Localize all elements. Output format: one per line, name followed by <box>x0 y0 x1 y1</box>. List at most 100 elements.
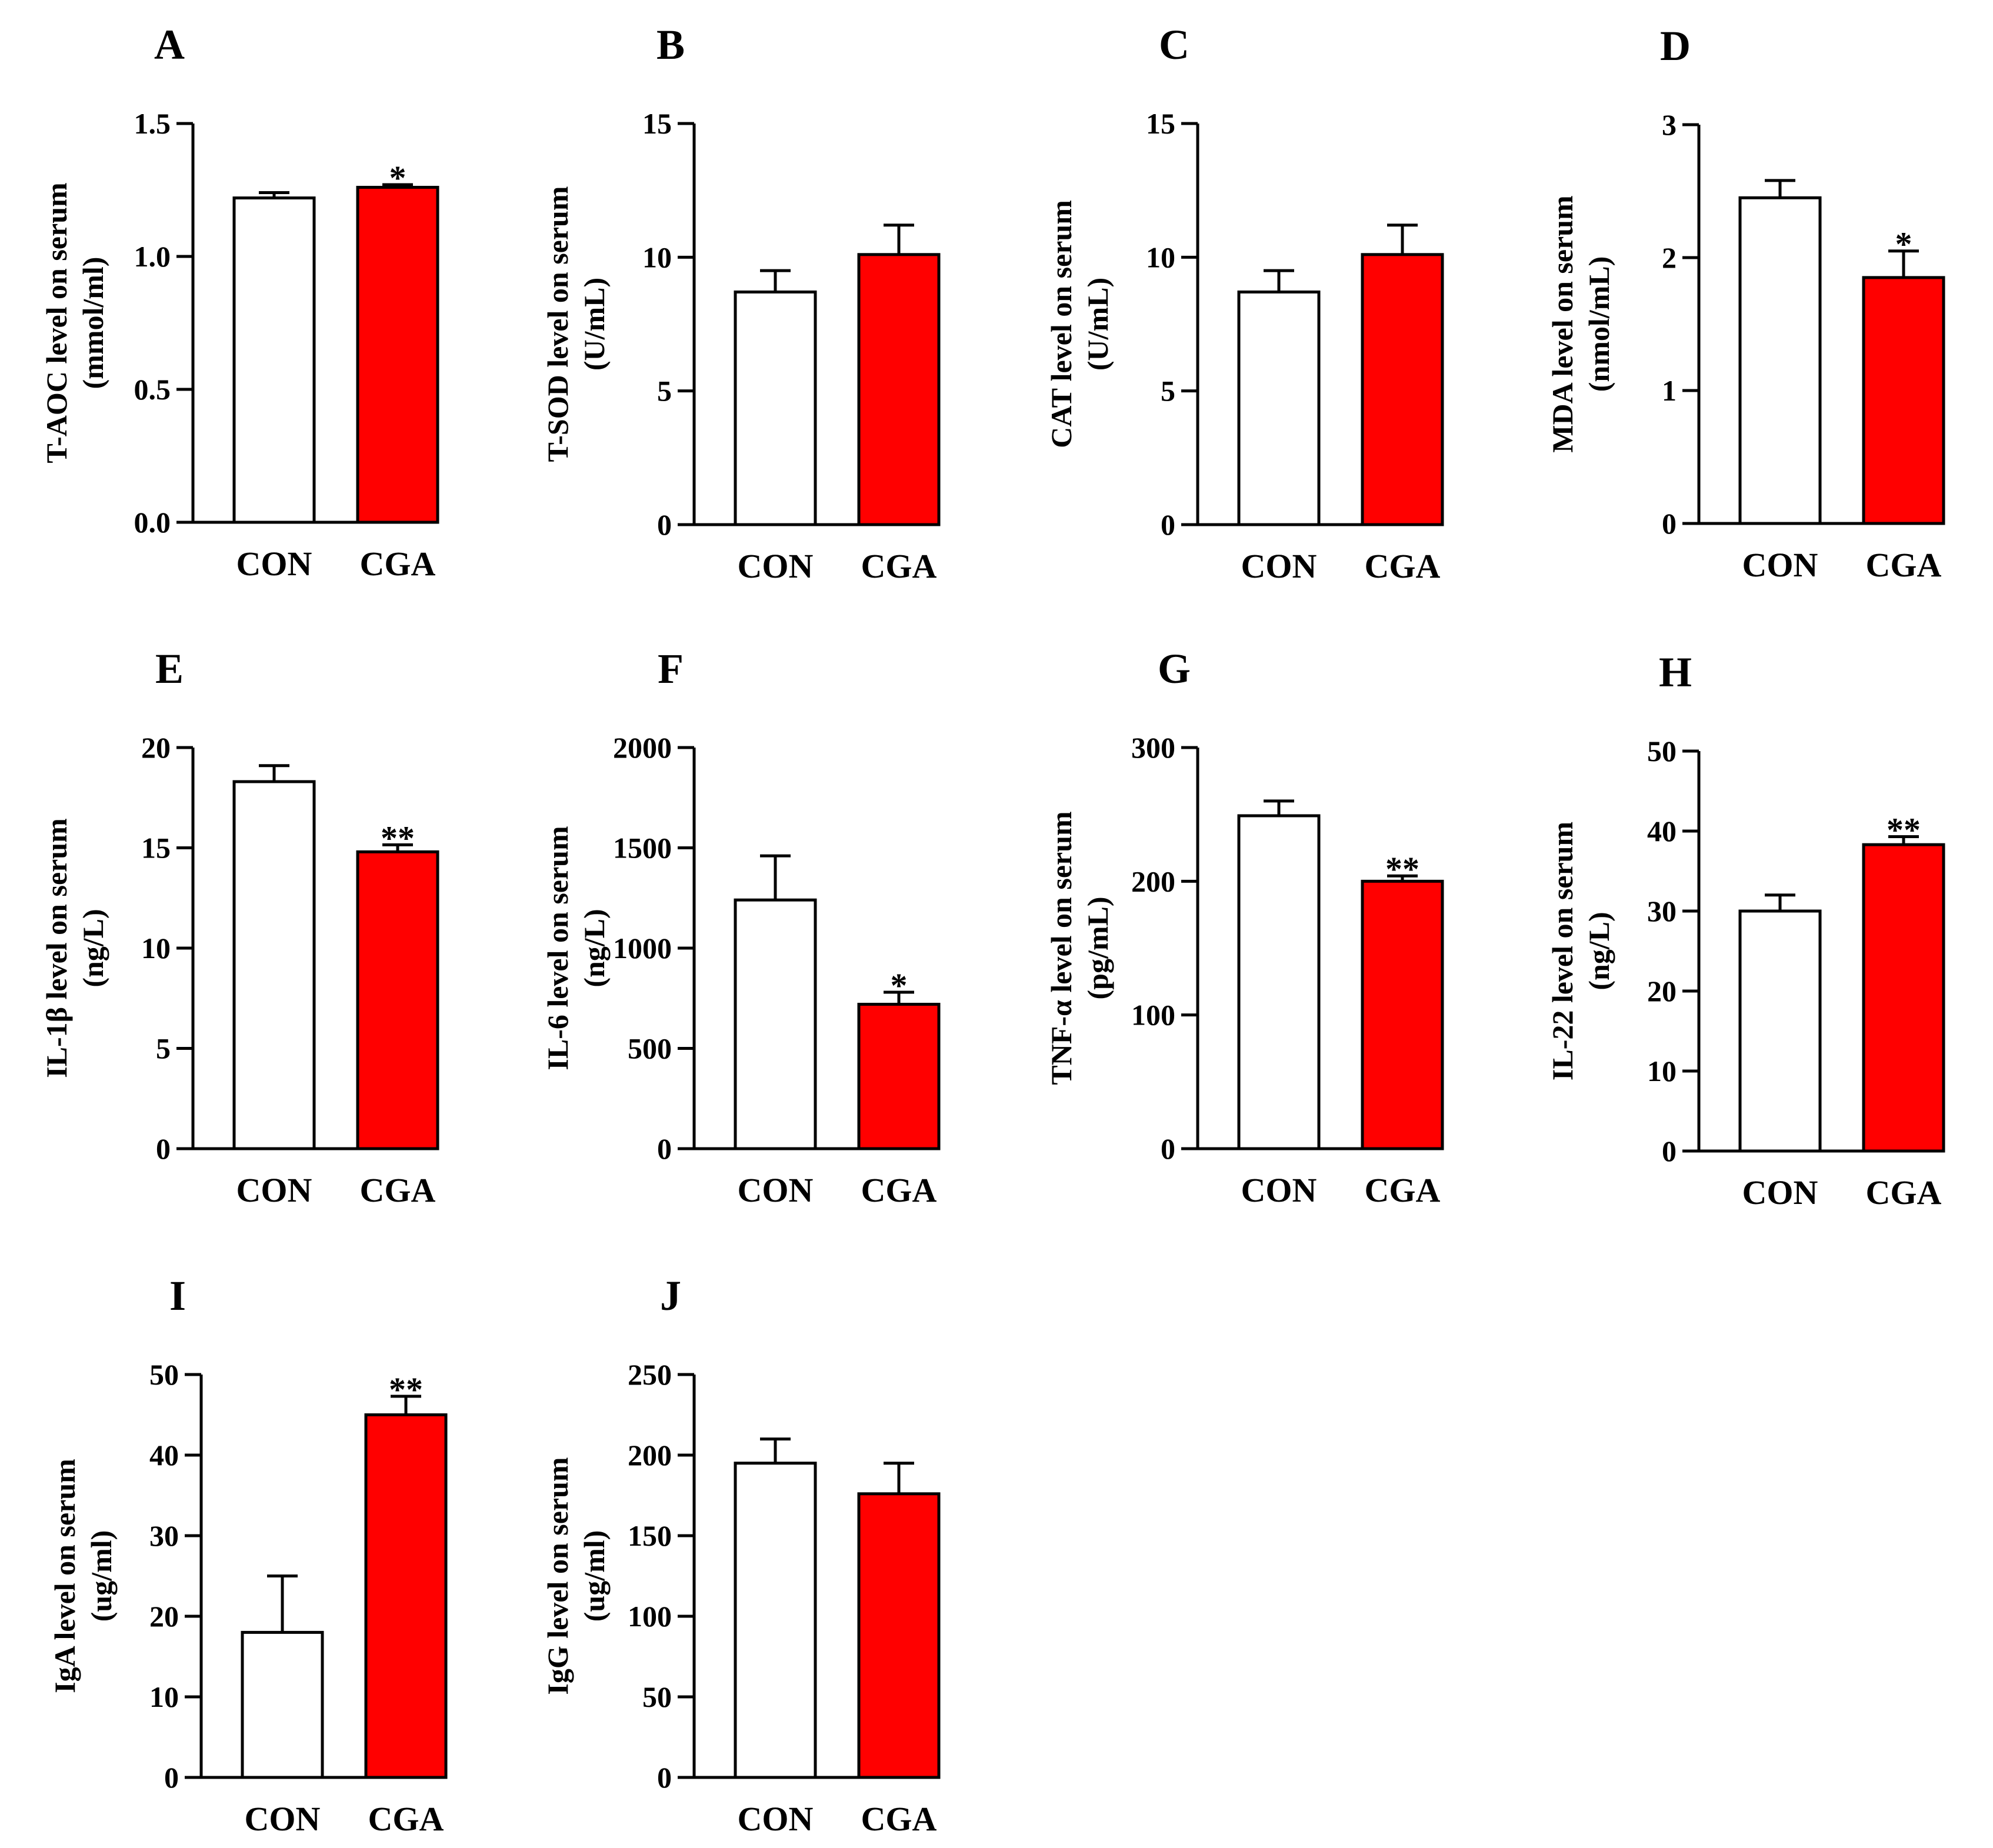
y-tick-label: 0 <box>657 1761 672 1794</box>
y-tick-label: 0 <box>1161 508 1175 541</box>
panel-label-h: H <box>1659 649 1692 696</box>
y-axis-label-line: IL-1β level on serum <box>40 818 73 1078</box>
bar-cga <box>857 253 941 526</box>
bar-con <box>232 196 316 524</box>
y-tick-label: 2 <box>1662 241 1677 274</box>
significance-label: * <box>389 159 406 197</box>
panel-b: B 0 5 10 15 T-SOD level on serum (U/mL) CON CGA <box>541 21 941 585</box>
y-tick-label: 1.5 <box>134 107 171 140</box>
y-tick-label: 30 <box>1647 895 1677 928</box>
category-label-con: CON <box>236 545 312 583</box>
y-tick-label: 30 <box>149 1519 179 1552</box>
y-axis-label: TNF-α level on serum (pg/mL) <box>1045 811 1114 1085</box>
y-axis-label-line: IL-6 level on serum <box>541 826 574 1070</box>
panel-a: A 0.0 0.5 1.0 1.5 T-AOC level on serum (mmol/m… <box>40 21 439 583</box>
y-axis-label-line: (U/mL) <box>578 278 611 371</box>
panel-label-i: I <box>169 1272 186 1319</box>
y-tick-label: 0 <box>156 1132 171 1165</box>
bar-cga <box>1862 843 1945 1153</box>
bar-cga <box>364 1413 448 1779</box>
y-tick-label: 300 <box>1131 731 1175 764</box>
y-axis-label-line: (ng/L) <box>1582 912 1615 990</box>
significance-label: ** <box>381 819 415 857</box>
y-tick-label: 10 <box>642 241 672 273</box>
y-axis-label: IgG level on serum (ug/ml) <box>541 1457 611 1694</box>
y-tick-label: 0.0 <box>134 506 171 539</box>
y-axis-label-line: IL-22 level on serum <box>1546 822 1579 1080</box>
y-tick-label: 3 <box>1662 108 1677 141</box>
panel-c: C 0 5 10 15 CAT level on serum (U/mL) CON CGA <box>1045 21 1444 585</box>
category-label-con: CON <box>738 1800 814 1838</box>
y-axis-label: T-AOC level on serum (mmol/ml) <box>40 182 109 463</box>
y-tick-label: 100 <box>1131 999 1175 1032</box>
panel-h: H 0 10 20 30 40 50 IL-22 level on serum (ng/L) CO… <box>1546 649 1945 1212</box>
bar-cga <box>857 1002 941 1150</box>
y-tick-label: 10 <box>1146 241 1175 273</box>
y-tick-label: 1 <box>1662 374 1677 407</box>
bar-con <box>1738 909 1822 1153</box>
category-label-con: CON <box>1742 1173 1818 1212</box>
category-label-con: CON <box>1241 547 1317 585</box>
y-tick-label: 0.5 <box>134 373 171 406</box>
y-tick-label: 0 <box>1662 507 1677 540</box>
y-tick-label: 0 <box>164 1761 179 1794</box>
y-tick-label: 50 <box>1647 735 1677 768</box>
y-tick-label: 20 <box>141 731 171 764</box>
y-tick-label: 150 <box>628 1519 672 1552</box>
panel-label-a: A <box>154 21 185 68</box>
y-axis-label-line: (nmol/mL) <box>1582 256 1615 392</box>
y-axis-label-line: (ng/L) <box>578 909 611 987</box>
y-axis-label: IL-6 level on serum (ng/L) <box>541 826 611 1070</box>
y-axis-label: T-SOD level on serum (U/mL) <box>541 186 611 462</box>
y-tick-label: 200 <box>628 1439 672 1472</box>
y-tick-label: 250 <box>628 1358 672 1391</box>
y-tick-label: 100 <box>628 1600 672 1633</box>
y-tick-label: 10 <box>149 1680 179 1713</box>
y-axis-label-line: (U/mL) <box>1081 278 1114 371</box>
y-axis-label: MDA level on serum (nmol/mL) <box>1546 195 1615 452</box>
panel-label-f: F <box>658 645 684 692</box>
y-axis-label-line: T-SOD level on serum <box>541 186 574 462</box>
panel-f: F 0 500 1000 1500 2000 IL-6 level on serum (ng/… <box>541 645 941 1209</box>
bar-cga <box>1361 879 1444 1150</box>
panel-d: D 0 1 2 3 MDA level on serum (nmol/mL) CON CGA * <box>1546 22 1945 584</box>
y-tick-label: 0 <box>1662 1135 1677 1167</box>
y-axis-label: IL-1β level on serum (ng/L) <box>40 818 109 1078</box>
panel-label-j: J <box>660 1272 681 1319</box>
panel-e: E 0 5 10 15 20 IL-1β level on serum (ng/L) CON CG… <box>40 645 439 1209</box>
bar-con <box>734 1462 817 1779</box>
panel-label-c: C <box>1159 21 1189 68</box>
y-tick-label: 500 <box>628 1032 672 1065</box>
y-tick-label: 15 <box>642 107 672 140</box>
category-label-cga: CGA <box>360 545 436 583</box>
y-tick-label: 20 <box>149 1600 179 1633</box>
bar-cga <box>356 850 439 1150</box>
y-axis-label-line: TNF-α level on serum <box>1045 811 1078 1085</box>
category-label-con: CON <box>236 1171 312 1209</box>
y-tick-label: 5 <box>657 375 672 408</box>
y-axis-label: IgA level on serum (ug/ml) <box>48 1459 118 1693</box>
bar-con <box>1738 196 1822 525</box>
bar-cga <box>356 185 439 524</box>
category-label-cga: CGA <box>1866 546 1942 584</box>
y-axis-label-line: (ng/L) <box>76 909 109 987</box>
y-axis-label-line: IgG level on serum <box>541 1457 574 1694</box>
y-tick-label: 200 <box>1131 865 1175 898</box>
y-axis-label-line: (ug/ml) <box>85 1530 118 1622</box>
category-label-con: CON <box>1742 546 1818 584</box>
y-axis-label-line: (ug/ml) <box>578 1530 611 1622</box>
panel-label-b: B <box>656 21 685 68</box>
y-tick-label: 15 <box>1146 107 1175 140</box>
y-axis-label-line: MDA level on serum <box>1546 195 1579 452</box>
bar-con <box>734 290 817 526</box>
y-tick-label: 1.0 <box>134 240 171 273</box>
y-tick-label: 1000 <box>613 932 672 965</box>
y-axis-label-line: CAT level on serum <box>1045 200 1078 448</box>
panel-label-g: G <box>1158 645 1191 692</box>
bar-con <box>734 898 817 1150</box>
panel-g: G 0 100 200 300 TNF-α level on serum (pg/mL) CO… <box>1045 645 1444 1209</box>
category-label-cga: CGA <box>1866 1173 1942 1212</box>
significance-label: * <box>1895 225 1912 263</box>
category-label-cga: CGA <box>861 547 937 585</box>
